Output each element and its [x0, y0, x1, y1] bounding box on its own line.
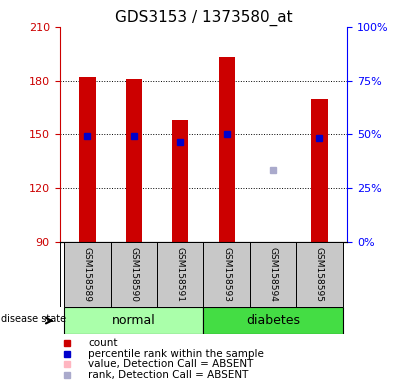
Bar	[250, 242, 296, 307]
Bar	[296, 242, 343, 307]
Text: rank, Detection Call = ABSENT: rank, Detection Call = ABSENT	[88, 370, 249, 380]
Text: GSM158590: GSM158590	[129, 247, 139, 302]
Text: diabetes: diabetes	[246, 314, 300, 327]
Bar	[157, 242, 203, 307]
Text: disease state: disease state	[1, 314, 66, 324]
Text: count: count	[88, 338, 118, 348]
Bar	[172, 120, 188, 242]
Bar	[64, 307, 203, 334]
Bar	[311, 99, 328, 242]
Text: value, Detection Call = ABSENT: value, Detection Call = ABSENT	[88, 359, 254, 369]
Bar	[126, 79, 142, 242]
Bar	[111, 242, 157, 307]
Bar	[203, 242, 250, 307]
Text: normal: normal	[112, 314, 156, 327]
Title: GDS3153 / 1373580_at: GDS3153 / 1373580_at	[115, 9, 292, 25]
Bar	[79, 77, 95, 242]
Bar	[219, 57, 235, 242]
Text: GSM158593: GSM158593	[222, 247, 231, 302]
Text: GSM158589: GSM158589	[83, 247, 92, 302]
Bar	[203, 307, 343, 334]
Bar	[64, 242, 111, 307]
Text: GSM158591: GSM158591	[176, 247, 185, 302]
Text: GSM158595: GSM158595	[315, 247, 324, 302]
Text: percentile rank within the sample: percentile rank within the sample	[88, 349, 264, 359]
Text: GSM158594: GSM158594	[268, 247, 277, 302]
